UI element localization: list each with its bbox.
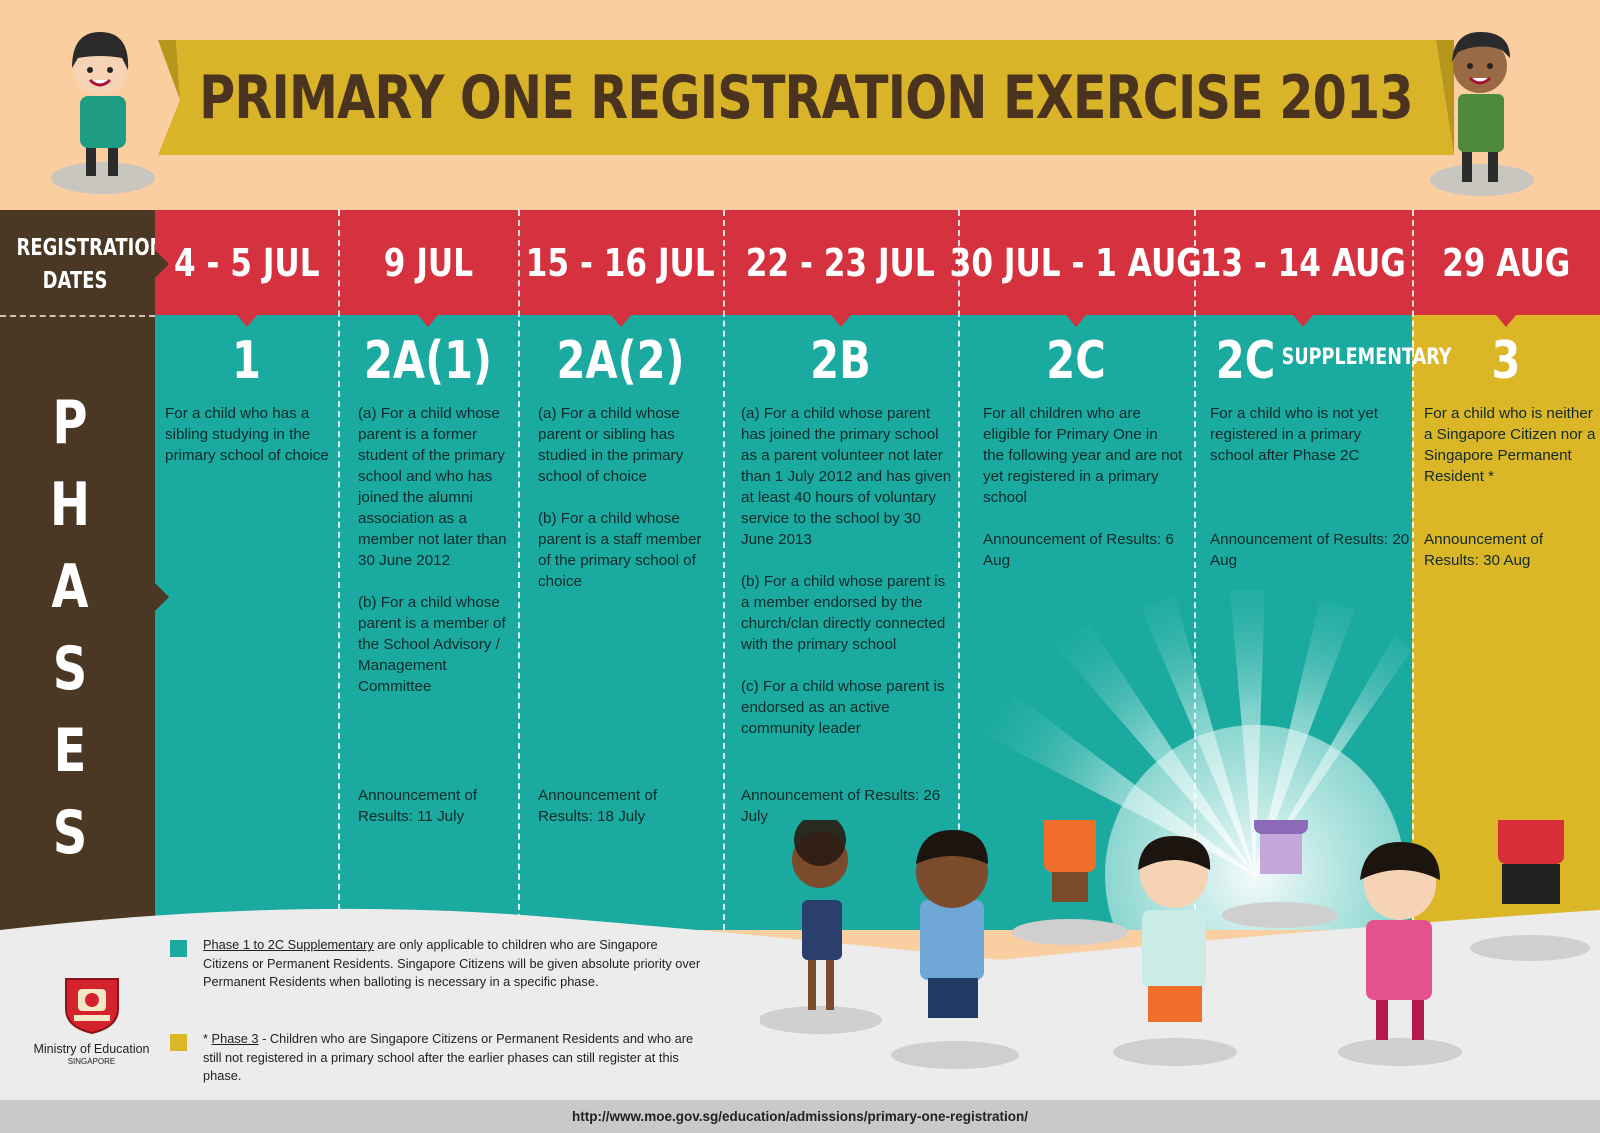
footnote-link-text: Phase 3 (211, 1031, 259, 1046)
ministry-name: Ministry of Education (33, 1042, 150, 1056)
phases-letter: S (52, 634, 88, 704)
column-divider (958, 210, 960, 930)
phase-code: 1 (232, 331, 261, 391)
moe-crest-icon (65, 978, 119, 1035)
phase-description: For all children who are eligible for Pr… (983, 403, 1183, 529)
column-divider (338, 210, 340, 930)
footnote-phase-3: * Phase 3 - Children who are Singapore C… (203, 1030, 703, 1086)
date-pointer-icon (610, 315, 631, 327)
announcement-of-results: Announcement of Results: 30 Aug (1424, 531, 1544, 569)
phases-letter: P (52, 388, 88, 458)
phase-description-item: (b) For a child whose parent is a member… (741, 573, 946, 653)
date-label: 29 AUG (1441, 240, 1571, 285)
registration-dates-label-cell: REGISTRATION DATES (0, 210, 165, 315)
date-cell: 15 - 16 JUL (518, 210, 723, 327)
children-illustration (760, 820, 1590, 1069)
column-divider (518, 210, 520, 930)
phase-code: 2B (810, 331, 871, 391)
phase-description-item: For a child who is neither a Singapore C… (1424, 405, 1596, 485)
url-bar: http://www.moe.gov.sg/education/admissio… (0, 1100, 1600, 1133)
date-pointer-icon (236, 315, 257, 327)
date-pointer-icon (1496, 315, 1516, 327)
footnote-link-text: Phase 1 to 2C Supplementary (203, 937, 374, 952)
phases-letter: H (49, 470, 91, 540)
date-cell: 9 JUL (338, 210, 518, 327)
boy-illustration (1430, 32, 1534, 196)
phase-description-item: For a child who is not yet registered in… (1210, 405, 1378, 464)
column-divider (1412, 210, 1414, 930)
phase-description: For a child who has a sibling studying i… (165, 403, 333, 487)
registration-dates-label: REGISTRATION DATES (16, 235, 165, 294)
ribbon-shape (158, 40, 1454, 155)
announcement-of-results: Announcement of Results: 6 Aug (983, 531, 1174, 569)
date-label: 15 - 16 JUL (526, 240, 715, 285)
teal-legend-square (170, 940, 187, 957)
phase-code-suffix: SUPPLEMENTARY (1281, 345, 1452, 370)
header: PRIMARY ONE REGISTRATION EXERCISE 2013 (0, 0, 1600, 210)
phase-description-item: For a child who has a sibling studying i… (165, 405, 329, 464)
phases-letter: A (51, 552, 89, 622)
date-cell: 29 AUG (1412, 210, 1600, 327)
phase-description-item: For all children who are eligible for Pr… (983, 405, 1183, 506)
announcement-of-results: Announcement of Results: 26 July (741, 787, 941, 825)
phases-arrow-icon (155, 583, 169, 611)
date-pointer-icon (418, 315, 438, 327)
phase-code: 2A(2) (556, 331, 685, 391)
date-label: 9 JUL (383, 240, 473, 285)
page-title: PRIMARY ONE REGISTRATION EXERCISE 2013 (199, 62, 1414, 133)
phase-code: 2C (1046, 331, 1106, 391)
phase-description: For a child who is neither a Singapore C… (1424, 403, 1598, 508)
date-label: 30 JUL - 1 AUG (949, 240, 1203, 285)
phase-code: 3 (1491, 331, 1521, 391)
date-label: 13 - 14 AUG (1199, 240, 1407, 285)
announcement-of-results: Announcement of Results: 20 Aug (1210, 531, 1410, 569)
phase-code-main: 2C (1215, 331, 1276, 391)
phase-description-item: (b) For a child whose parent is a member… (358, 594, 506, 695)
registration-arrow-icon (155, 250, 169, 278)
phases-letter: E (53, 716, 87, 786)
footnote-citizens: Phase 1 to 2C Supplementary are only app… (203, 936, 703, 992)
announcement-of-results: Announcement of Results: 18 July (538, 787, 658, 825)
registration-dates-row: 4 - 5 JUL 9 JUL 15 - 16 JUL 22 - 23 JUL … (155, 210, 1600, 327)
phase-description-item: (a) For a child whose parent is a former… (358, 405, 507, 569)
date-label: 4 - 5 JUL (173, 240, 320, 285)
column-divider (1194, 210, 1196, 930)
moe-url-link[interactable]: http://www.moe.gov.sg/education/admissio… (571, 1109, 1029, 1124)
phase-description: (a) For a child whose parent is a former… (358, 403, 508, 718)
phase-description: For a child who is not yet registered in… (1210, 403, 1406, 487)
date-pointer-icon (830, 315, 851, 327)
phases-label-cell: P H A S E S (0, 315, 155, 930)
yellow-legend-square (170, 1034, 187, 1051)
phase-description: (a) For a child whose parent has joined … (741, 403, 953, 760)
title-banner: PRIMARY ONE REGISTRATION EXERCISE 2013 (158, 40, 1454, 155)
column-divider (723, 210, 725, 930)
announcement-of-results: Announcement of Results: 11 July (358, 787, 478, 825)
phase-description: (a) For a child whose parent or sibling … (538, 403, 713, 613)
footnote-text: - Children who are Singapore Citizens or… (203, 1031, 694, 1083)
date-pointer-icon (1066, 315, 1086, 327)
date-cell: 13 - 14 AUG (1194, 210, 1412, 327)
footnote-text: are only applicable to children who are … (203, 937, 701, 989)
phase-description-item: (b) For a child whose parent is a staff … (538, 510, 702, 590)
phase-code: 2C SUPPLEMENTARY (1215, 331, 1452, 391)
phase-description-item: (a) For a child whose parent or sibling … (538, 405, 684, 485)
girl-illustration (51, 32, 155, 194)
phases-label: P H A S E S (0, 382, 140, 874)
phases-letter: S (52, 798, 88, 868)
phase-code: 2A(1) (363, 331, 493, 391)
date-pointer-icon (1293, 315, 1313, 327)
phase-description-item: (a) For a child whose parent has joined … (741, 405, 952, 548)
ministry-subtitle: SINGAPORE (67, 1057, 116, 1066)
date-cell: 30 JUL - 1 AUG (950, 210, 1202, 327)
date-cell: 22 - 23 JUL (723, 210, 958, 327)
date-cell: 4 - 5 JUL (155, 210, 338, 327)
date-label: 22 - 23 JUL (746, 240, 935, 285)
footnote-star: * (203, 1031, 212, 1046)
phase-description-item: (c) For a child whose parent is endorsed… (741, 678, 945, 737)
